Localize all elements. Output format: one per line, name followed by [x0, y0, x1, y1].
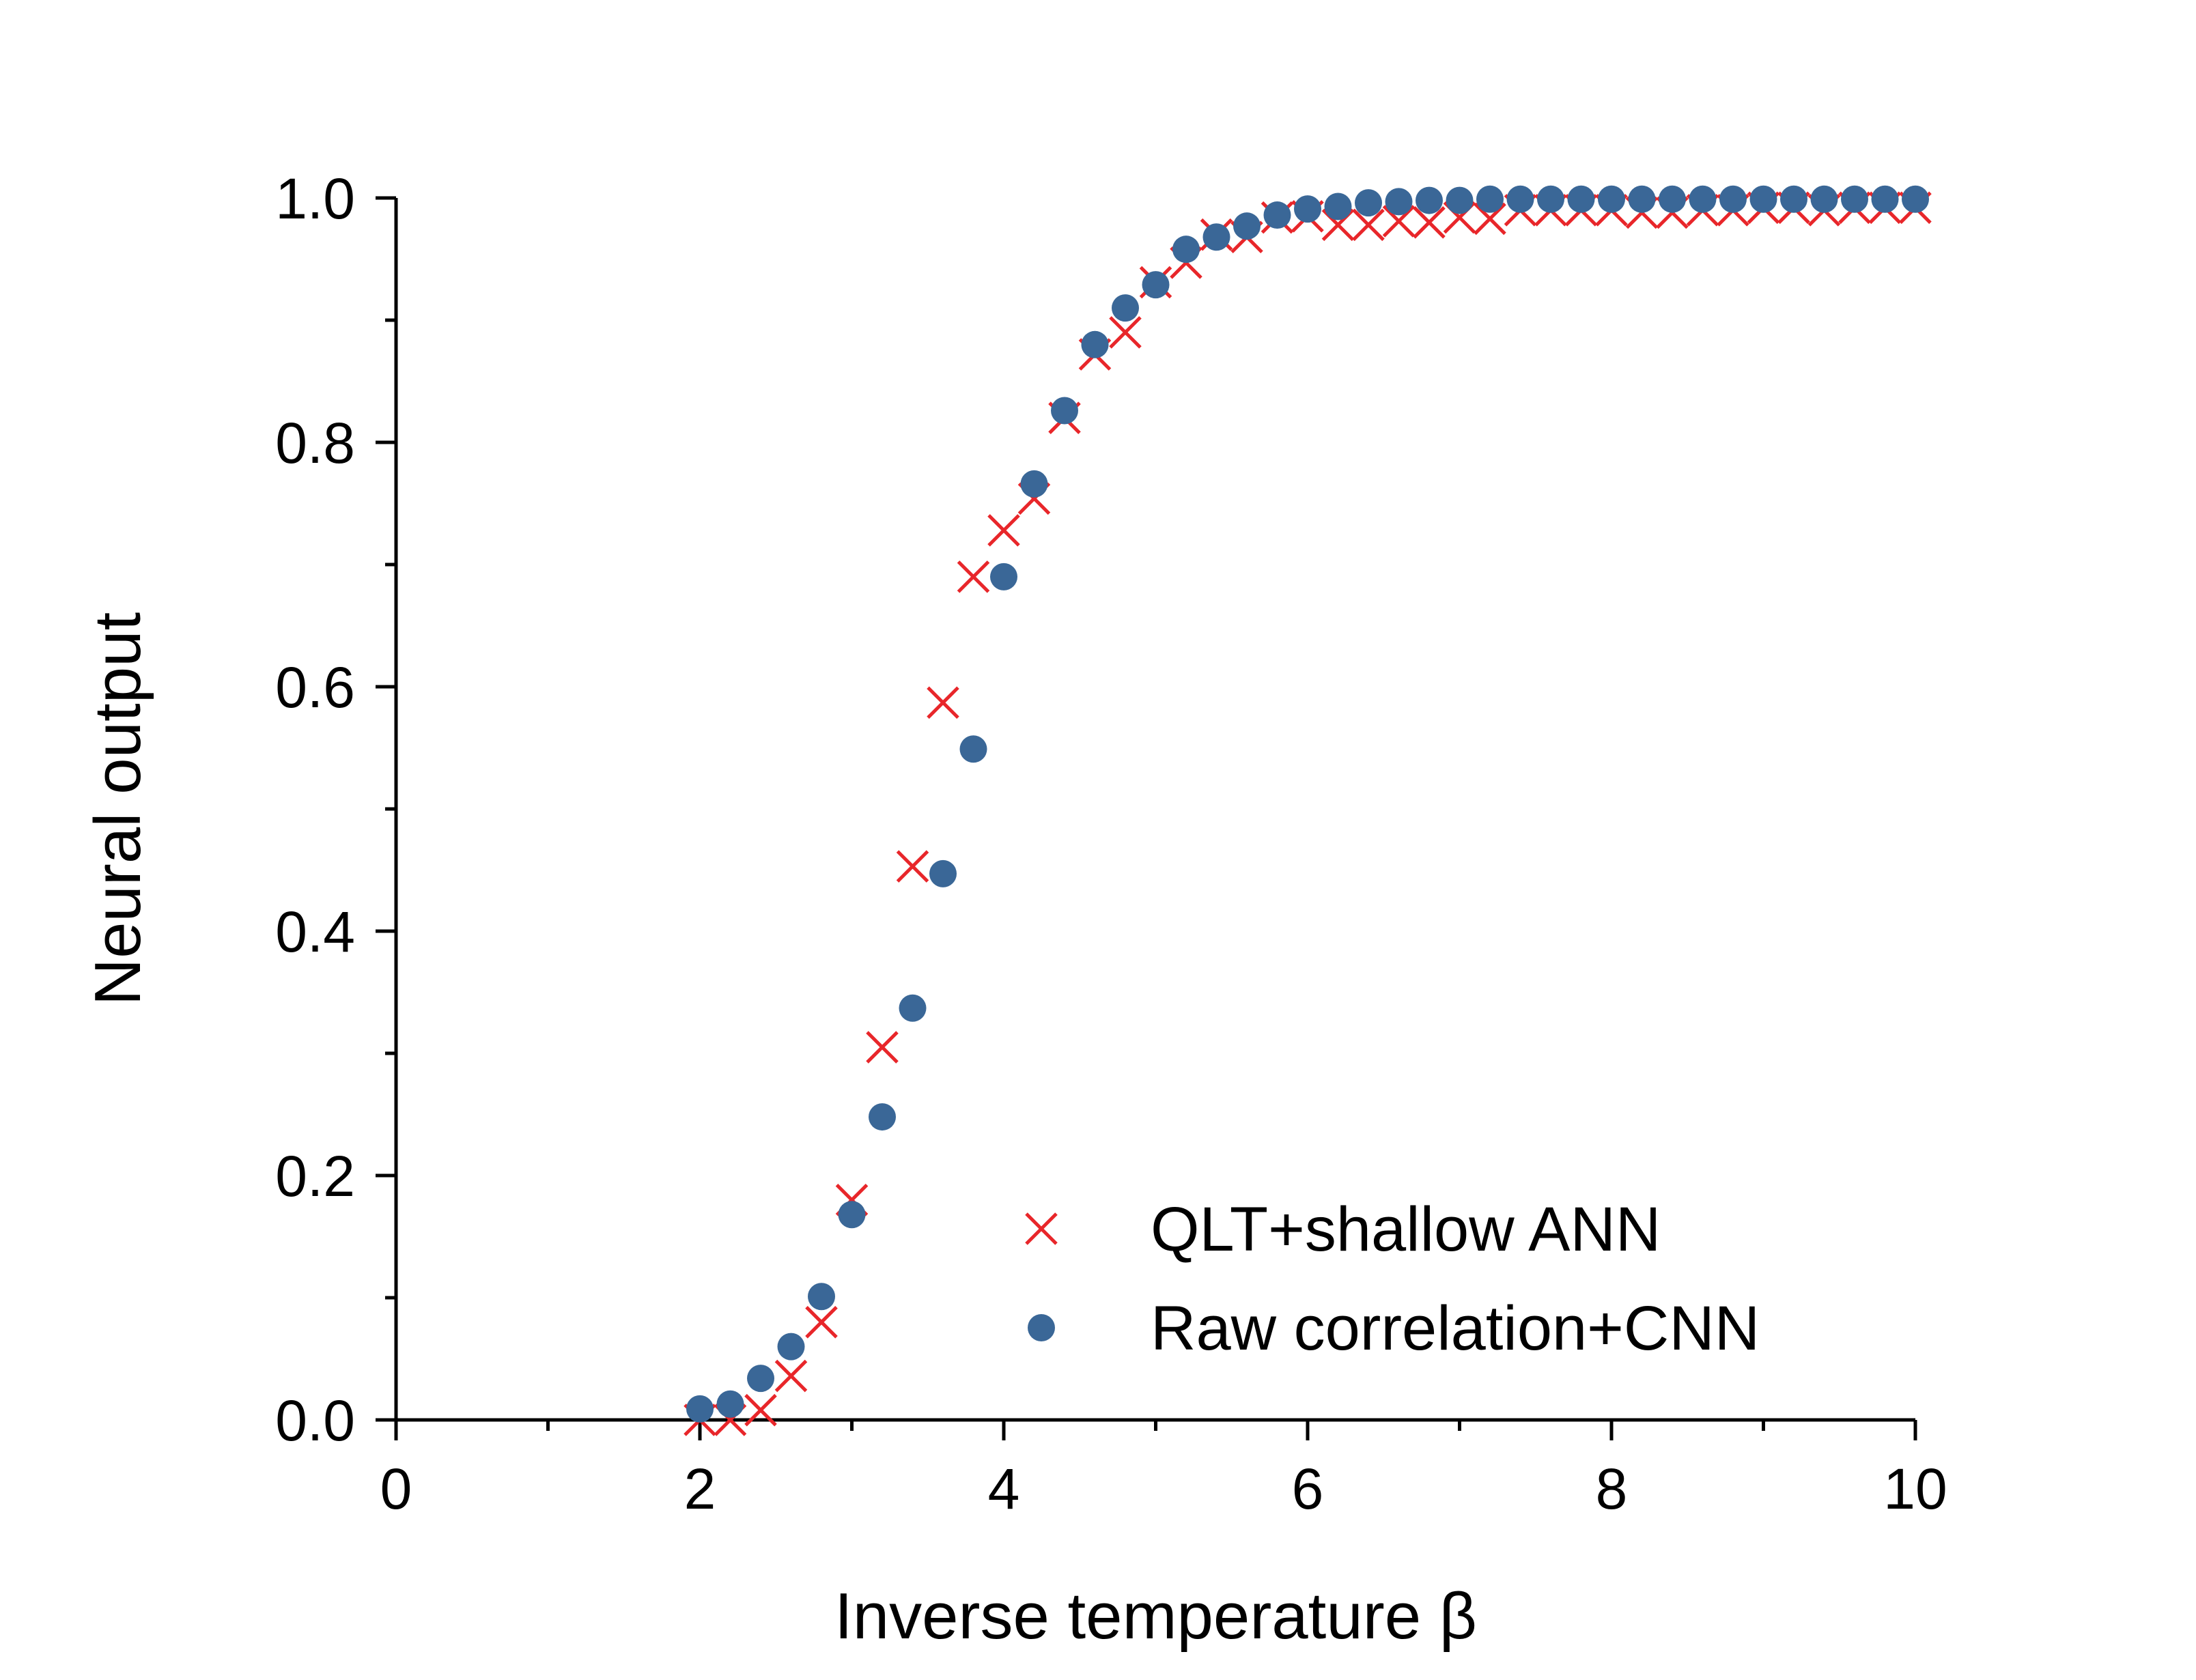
data-point-cross — [1352, 208, 1385, 242]
data-point-cross — [774, 1359, 808, 1393]
data-point-circle — [1689, 185, 1717, 213]
data-point-circle — [899, 994, 927, 1022]
data-point-circle — [1051, 397, 1078, 425]
legend-item: Raw correlation+CNN — [1028, 1294, 1760, 1363]
data-point-circle — [1446, 186, 1474, 214]
data-point-cross — [987, 514, 1020, 547]
axes: 0 2 4 6 8 10 0.0 0.2 0.4 0.6 0.8 1.0 — [275, 167, 1947, 1521]
data-point-cross — [744, 1393, 777, 1427]
data-point-circle — [777, 1333, 805, 1361]
data-point-cross-stroke — [987, 514, 1020, 547]
data-point-circle — [1263, 201, 1291, 229]
data-point-cross — [1382, 205, 1416, 238]
y-axis-title: Neural output — [81, 612, 154, 1006]
data-point-circle — [1233, 212, 1261, 240]
data-point-circle — [1355, 189, 1382, 217]
data-point-circle — [929, 859, 957, 887]
data-point-cross-stroke — [1413, 206, 1446, 239]
data-point-circle — [990, 563, 1017, 590]
data-point-circle — [686, 1395, 714, 1423]
data-point-cross — [1109, 316, 1142, 349]
data-point-cross-stroke — [805, 1306, 838, 1339]
x-tick-label: 6 — [1292, 1457, 1324, 1521]
data-point-circle — [1172, 236, 1200, 264]
y-tick-label: 0.6 — [275, 655, 355, 720]
data-point-circle — [808, 1283, 835, 1311]
data-point-circle — [1780, 185, 1807, 213]
data-point-circle — [1841, 185, 1868, 213]
data-point-circle — [1324, 193, 1352, 220]
x-tick-label: 8 — [1596, 1457, 1628, 1521]
data-point-circle — [1020, 470, 1048, 498]
data-point-circle — [1112, 294, 1139, 322]
data-point-cross-stroke — [1109, 316, 1142, 349]
data-point-circle — [1810, 185, 1838, 213]
x-tick-label: 0 — [380, 1457, 412, 1521]
data-point-cross-stroke — [927, 686, 959, 720]
y-tick-label: 0.0 — [275, 1389, 355, 1453]
data-point-cross — [927, 686, 959, 720]
data-point-circle — [1537, 185, 1564, 213]
data-point-circle — [1202, 223, 1230, 251]
data-point-circle — [1385, 188, 1413, 216]
legend-marker-circle — [1028, 1314, 1055, 1341]
x-tick-label: 2 — [684, 1457, 716, 1521]
data-point-cross-stroke — [744, 1393, 777, 1427]
data-point-circle — [869, 1103, 896, 1131]
x-tick-label: 10 — [1883, 1457, 1947, 1521]
legend-label: Raw correlation+CNN — [1151, 1294, 1760, 1363]
legend: QLT+shallow ANN Raw correlation+CNN — [1025, 1195, 1760, 1363]
data-point-circle — [1628, 185, 1656, 213]
data-point-circle — [1142, 271, 1170, 299]
data-point-circle — [1871, 185, 1899, 213]
data-point-cross-stroke — [957, 560, 990, 593]
data-point-circle — [747, 1365, 774, 1393]
data-point-circle — [1598, 185, 1625, 213]
data-point-cross — [866, 1031, 899, 1064]
data-point-cross — [805, 1306, 838, 1339]
data-point-cross-stroke — [1382, 205, 1416, 238]
data-point-circle — [1719, 185, 1747, 213]
legend-item: QLT+shallow ANN — [1025, 1195, 1661, 1264]
data-point-cross — [1474, 202, 1506, 236]
x-tick-label: 4 — [988, 1457, 1020, 1521]
data-point-circle — [959, 735, 987, 763]
data-point-circle — [1567, 185, 1595, 213]
data-point-circle — [1659, 185, 1686, 213]
data-point-circle — [1476, 185, 1504, 213]
data-point-circle — [716, 1390, 744, 1418]
data-point-cross-stroke — [866, 1031, 899, 1064]
data-point-circle — [1749, 185, 1777, 213]
data-point-circle — [1902, 185, 1929, 213]
data-point-cross-stroke — [774, 1359, 808, 1393]
legend-marker-cross — [1025, 1212, 1058, 1245]
data-point-circle — [1294, 195, 1321, 223]
y-tick-label: 1.0 — [275, 167, 355, 231]
legend-label: QLT+shallow ANN — [1151, 1195, 1661, 1264]
data-point-cross-stroke — [1352, 208, 1385, 242]
data-point-cross-stroke — [896, 850, 929, 883]
data-point-cross-stroke — [1474, 202, 1506, 236]
data-point-cross — [896, 850, 929, 883]
y-tick-label: 0.2 — [275, 1144, 355, 1208]
y-tick-label: 0.8 — [275, 411, 355, 475]
series-2 — [686, 185, 1929, 1423]
x-axis-title: Inverse temperature β — [834, 1580, 1477, 1653]
data-point-circle — [1506, 185, 1534, 213]
data-point-cross — [1413, 206, 1446, 239]
legend-marker-cross-stroke — [1025, 1212, 1058, 1245]
y-tick-label: 0.4 — [275, 900, 355, 964]
plot-area — [684, 185, 1932, 1436]
data-point-circle — [1416, 186, 1443, 214]
data-point-circle — [1081, 330, 1109, 358]
data-point-circle — [838, 1201, 866, 1229]
data-point-cross — [957, 560, 990, 593]
